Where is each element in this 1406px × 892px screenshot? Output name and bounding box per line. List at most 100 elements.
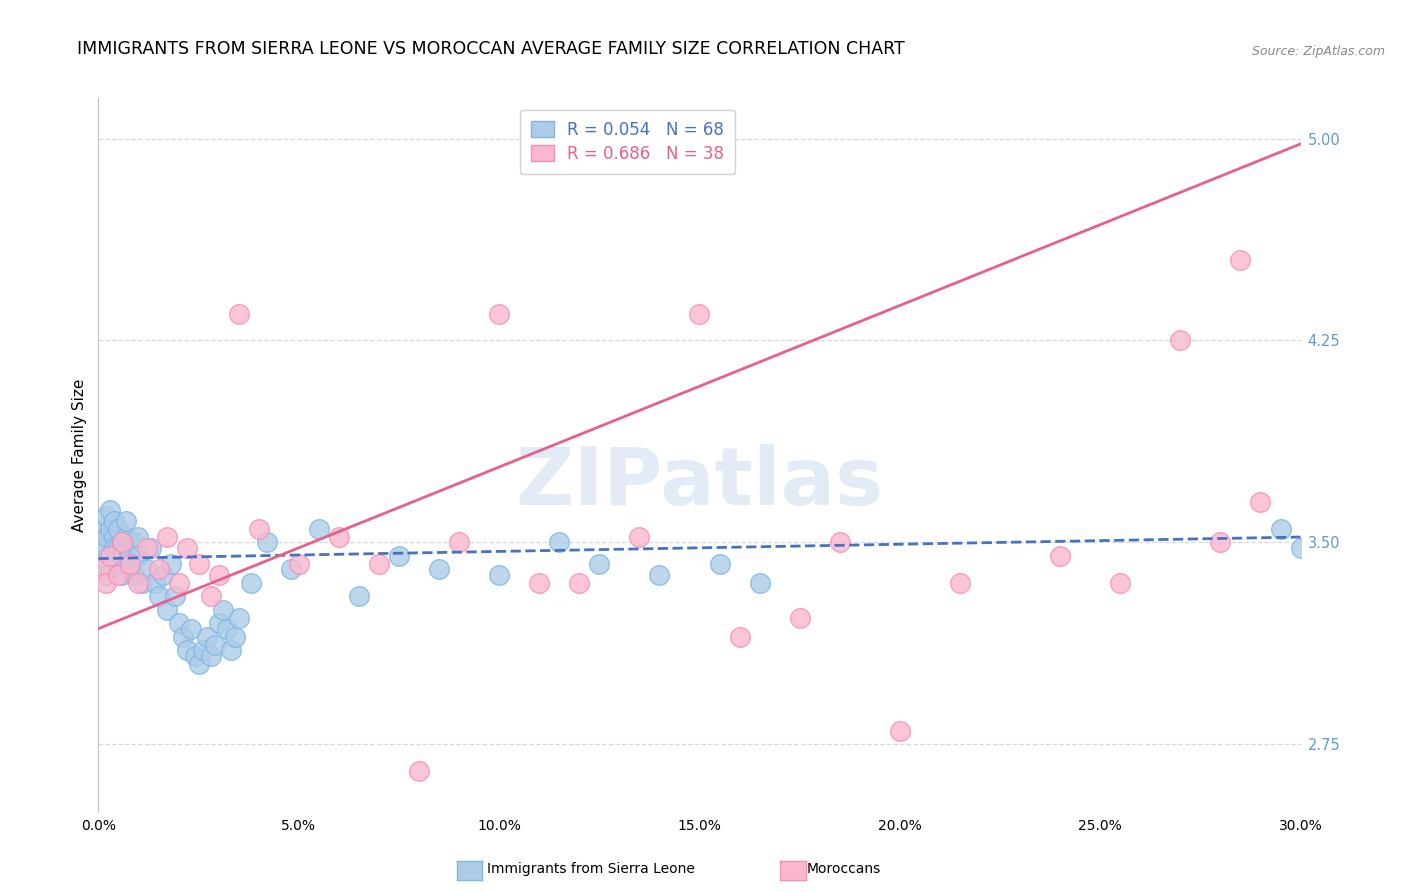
Point	[167, 575, 190, 590]
Point	[308, 522, 330, 536]
Point	[529, 575, 551, 590]
Point	[1289, 541, 1312, 555]
Point	[111, 567, 134, 582]
Point	[183, 648, 205, 663]
Point	[163, 589, 186, 603]
Point	[103, 514, 125, 528]
Point	[96, 575, 118, 590]
Point	[91, 535, 114, 549]
Text: Immigrants from Sierra Leone: Immigrants from Sierra Leone	[486, 862, 695, 876]
Point	[191, 643, 214, 657]
Point	[148, 562, 170, 576]
Point	[120, 549, 142, 563]
Point	[111, 535, 134, 549]
Point	[91, 557, 114, 571]
Point	[447, 535, 470, 549]
Point	[135, 562, 157, 576]
Point	[247, 522, 270, 536]
Point	[208, 567, 231, 582]
Point	[200, 648, 222, 663]
Point	[187, 557, 209, 571]
Point	[111, 549, 134, 563]
Point	[568, 575, 591, 590]
Point	[107, 557, 129, 571]
Point	[204, 638, 226, 652]
Point	[280, 562, 302, 576]
Point	[167, 616, 190, 631]
Point	[427, 562, 450, 576]
Point	[159, 557, 181, 571]
Point	[728, 630, 751, 644]
Point	[408, 764, 430, 779]
Point	[120, 562, 142, 576]
Point	[347, 589, 370, 603]
Point	[111, 535, 134, 549]
Point	[155, 603, 177, 617]
Point	[139, 541, 162, 555]
Point	[215, 622, 238, 636]
Point	[949, 575, 972, 590]
Point	[120, 557, 142, 571]
Point	[131, 575, 153, 590]
Point	[180, 622, 202, 636]
Point	[548, 535, 571, 549]
Y-axis label: Average Family Size: Average Family Size	[72, 378, 87, 532]
Point	[96, 530, 118, 544]
Point	[1270, 522, 1292, 536]
Point	[172, 630, 194, 644]
Point	[1250, 495, 1272, 509]
Point	[488, 307, 510, 321]
Point	[103, 541, 125, 555]
Point	[224, 630, 246, 644]
Point	[200, 589, 222, 603]
Point	[115, 530, 138, 544]
Point	[107, 541, 129, 555]
Point	[100, 503, 122, 517]
Point	[135, 541, 157, 555]
Text: Moroccans: Moroccans	[807, 862, 880, 876]
Point	[155, 530, 177, 544]
Point	[1049, 549, 1071, 563]
Point	[187, 657, 209, 671]
Point	[208, 616, 231, 631]
Point	[176, 643, 198, 657]
Point	[143, 575, 166, 590]
Point	[1209, 535, 1232, 549]
Point	[128, 549, 150, 563]
Point	[103, 530, 125, 544]
Point	[115, 514, 138, 528]
Point	[488, 567, 510, 582]
Point	[648, 567, 671, 582]
Point	[789, 611, 811, 625]
Point	[588, 557, 610, 571]
Point	[256, 535, 278, 549]
Point	[368, 557, 391, 571]
Point	[388, 549, 411, 563]
Point	[195, 630, 218, 644]
Point	[128, 575, 150, 590]
Point	[152, 567, 174, 582]
Point	[128, 530, 150, 544]
Point	[228, 611, 250, 625]
Point	[689, 307, 711, 321]
Point	[91, 522, 114, 536]
Point	[239, 575, 262, 590]
Point	[100, 549, 122, 563]
Text: Source: ZipAtlas.com: Source: ZipAtlas.com	[1251, 45, 1385, 58]
Point	[228, 307, 250, 321]
Point	[107, 522, 129, 536]
Point	[709, 557, 731, 571]
Point	[100, 549, 122, 563]
Point	[328, 530, 350, 544]
Point	[96, 541, 118, 555]
Point	[176, 541, 198, 555]
Point	[124, 535, 146, 549]
Point	[1109, 575, 1132, 590]
Point	[628, 530, 651, 544]
Point	[100, 562, 122, 576]
Point	[219, 643, 242, 657]
Point	[1170, 334, 1192, 348]
Point	[748, 575, 770, 590]
Point	[96, 567, 118, 582]
Point	[211, 603, 233, 617]
